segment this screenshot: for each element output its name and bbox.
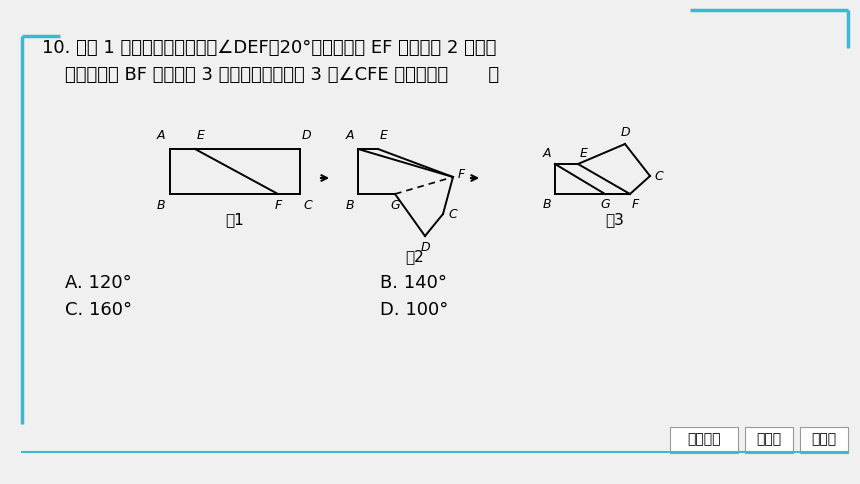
Text: 图1: 图1 [225,212,244,227]
Text: A. 120°: A. 120° [65,274,132,292]
Text: C: C [448,208,457,221]
Text: A: A [157,129,165,142]
Text: A: A [543,147,551,160]
Text: A: A [346,129,354,142]
Text: D: D [620,126,630,139]
Text: B: B [543,198,551,211]
Text: 图3: 图3 [605,212,624,227]
Text: E: E [380,129,388,142]
Text: F: F [632,198,639,211]
Text: F: F [274,199,281,212]
Text: C: C [654,169,663,182]
Text: 返回首页: 返回首页 [687,432,721,446]
Text: 上一页: 上一页 [757,432,782,446]
FancyBboxPatch shape [800,427,848,453]
Text: D: D [302,129,311,142]
Text: D. 100°: D. 100° [380,301,448,319]
Text: 图2: 图2 [406,249,424,264]
Text: E: E [580,147,588,160]
Text: G: G [390,199,400,212]
Text: C. 160°: C. 160° [65,301,132,319]
Text: 图形，再沿 BF 折叠成图 3 所示的图形，则图 3 中∠CFE 的度数是（       ）: 图形，再沿 BF 折叠成图 3 所示的图形，则图 3 中∠CFE 的度数是（ ） [42,66,499,84]
Text: B. 140°: B. 140° [380,274,447,292]
FancyBboxPatch shape [745,427,793,453]
Text: 下一页: 下一页 [812,432,837,446]
Text: C: C [303,199,311,212]
Text: G: G [600,198,610,211]
Text: F: F [458,168,465,182]
Text: 10. 如图 1 是一条长方形纸带，∠DEF＝20°，将纸带沿 EF 折叠成图 2 所示的: 10. 如图 1 是一条长方形纸带，∠DEF＝20°，将纸带沿 EF 折叠成图 … [42,39,496,57]
FancyBboxPatch shape [670,427,738,453]
Text: B: B [346,199,354,212]
Text: B: B [157,199,165,212]
Text: E: E [197,129,205,142]
Text: D: D [421,241,430,254]
